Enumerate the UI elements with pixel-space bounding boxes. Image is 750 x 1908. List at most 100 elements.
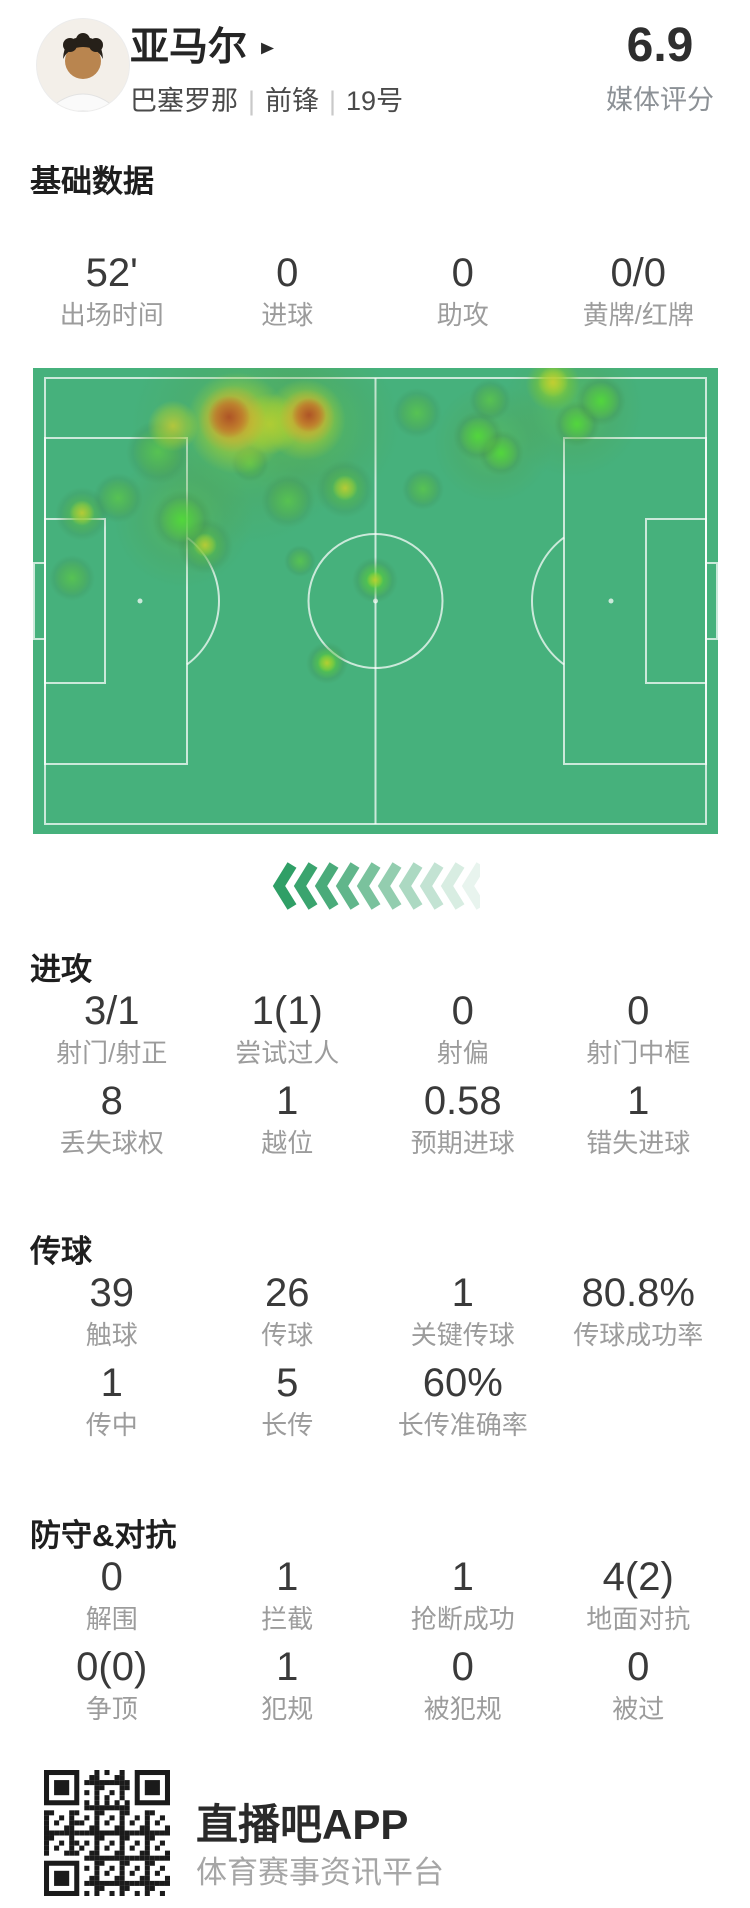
stat-cell: 1 抢断成功 [375,1556,551,1634]
stat-label: 预期进球 [410,1128,515,1158]
stat-cell: 4(2) 地面对抗 [551,1556,727,1634]
stat-row: 0(0) 争顶 1 犯规 0 被犯规 0 被过 [24,1646,726,1724]
stat-label: 地面对抗 [586,1604,691,1634]
stat-value: 0 [451,989,474,1033]
section-title-attack: 进攻 [30,952,92,987]
stat-label: 传球 [261,1320,314,1350]
stat-value: 1 [451,1271,474,1315]
stat-label: 越位 [261,1128,314,1158]
player-name-row[interactable]: 亚马尔 ▶ [130,24,274,72]
stat-value: 0(0) [76,1645,148,1689]
stat-cell: 0 射偏 [375,990,551,1068]
chevron-icon [272,862,297,910]
stat-label: 抢断成功 [410,1604,515,1634]
stat-value: 0/0 [610,251,667,295]
stat-value: 0 [627,1645,650,1689]
stat-value: 1 [100,1361,123,1405]
stat-row: 52' 出场时间 0 进球 0 助攻 0/0 黄牌/红牌 [24,252,726,330]
stat-value: 0 [627,989,650,1033]
stat-cell: 0 射门中框 [551,990,727,1068]
heatmap-pitch [33,368,718,834]
stat-value: 1 [276,1555,299,1599]
subtitle-separator: | [248,86,256,116]
stat-label: 错失进球 [586,1128,691,1158]
player-subtitle: 巴塞罗那 | 前锋 | 19号 [130,84,403,118]
chevron-icon [377,862,402,910]
chevron-icon [398,862,423,910]
section-title-passing: 传球 [30,1234,92,1269]
stat-value: 8 [100,1079,123,1123]
stat-cell: 80.8% 传球成功率 [551,1272,727,1350]
stat-cell: 8 丢失球权 [24,1080,200,1158]
stat-label: 射门中框 [586,1038,691,1068]
stat-label: 长传 [261,1410,314,1440]
stat-value: 0 [451,251,474,295]
stat-label: 进球 [261,300,314,330]
qr-code [44,1770,170,1896]
stat-cell: 26 传球 [200,1272,376,1350]
stat-row: 0 解围 1 拦截 1 抢断成功 4(2) 地面对抗 [24,1556,726,1634]
stat-value: 60% [422,1361,503,1405]
stat-label: 关键传球 [410,1320,515,1350]
chevron-icon [419,862,444,910]
stat-label: 射门/射正 [56,1038,168,1068]
stat-label: 拦截 [261,1604,314,1634]
stat-value: 52' [85,251,138,295]
attack-direction-chevrons-icon [272,862,480,910]
stat-value: 3/1 [83,989,140,1033]
stat-cell: 39 触球 [24,1272,200,1350]
stat-value: 39 [89,1271,135,1315]
stat-label: 被过 [612,1694,665,1724]
heatmap-blobs [33,368,718,834]
stat-value: 0.58 [423,1079,502,1123]
stat-label: 尝试过人 [235,1038,340,1068]
stat-label: 长传准确率 [397,1410,528,1440]
stat-label: 助攻 [436,300,489,330]
chevron-icon [461,862,480,910]
stat-value: 5 [276,1361,299,1405]
stat-cell: 1 犯规 [200,1646,376,1724]
stat-label: 丢失球权 [59,1128,164,1158]
stat-value: 1 [451,1555,474,1599]
stat-cell: 0 进球 [200,252,376,330]
stat-value: 0 [100,1555,123,1599]
stat-row: 3/1 射门/射正 1(1) 尝试过人 0 射偏 0 射门中框 [24,990,726,1068]
stat-cell: 3/1 射门/射正 [24,990,200,1068]
stat-cell: 5 长传 [200,1362,376,1440]
stat-value: 0 [451,1645,474,1689]
stat-cell: 52' 出场时间 [24,252,200,330]
app-name: 直播吧APP [196,1801,409,1848]
stat-label: 被犯规 [423,1694,502,1724]
stat-row: 1 传中 5 长传 60% 长传准确率 [24,1362,726,1440]
app-tagline: 体育赛事资讯平台 [196,1855,444,1890]
stat-label: 犯规 [261,1694,314,1724]
stat-value: 1(1) [251,989,323,1033]
player-team: 巴塞罗那 [130,86,238,116]
stat-cell: 1(1) 尝试过人 [200,990,376,1068]
chevron-icon [440,862,465,910]
player-photo [36,18,130,112]
stat-cell: 0 助攻 [375,252,551,330]
stat-cell: 60% 长传准确率 [375,1362,551,1440]
stat-cell [551,1362,727,1440]
stat-cell: 0/0 黄牌/红牌 [551,252,727,330]
player-name: 亚马尔 [130,26,248,69]
stat-label: 触球 [85,1320,138,1350]
stat-value: 4(2) [602,1555,674,1599]
player-number: 19号 [346,86,404,116]
stat-label: 射偏 [436,1038,489,1068]
stat-cell: 0(0) 争顶 [24,1646,200,1724]
stat-value: 1 [627,1079,650,1123]
stat-cell: 1 错失进球 [551,1080,727,1158]
stat-row: 39 触球 26 传球 1 关键传球 80.8% 传球成功率 [24,1272,726,1350]
media-rating: 6.9 媒体评分 [580,0,740,116]
subtitle-separator: | [329,86,337,116]
stat-cell: 1 拦截 [200,1556,376,1634]
stat-cell: 0.58 预期进球 [375,1080,551,1158]
chevron-icon [356,862,381,910]
stat-value: 1 [276,1079,299,1123]
section-title-basic: 基础数据 [30,164,154,199]
stat-value: 0 [276,251,299,295]
stat-label: 传球成功率 [573,1320,704,1350]
